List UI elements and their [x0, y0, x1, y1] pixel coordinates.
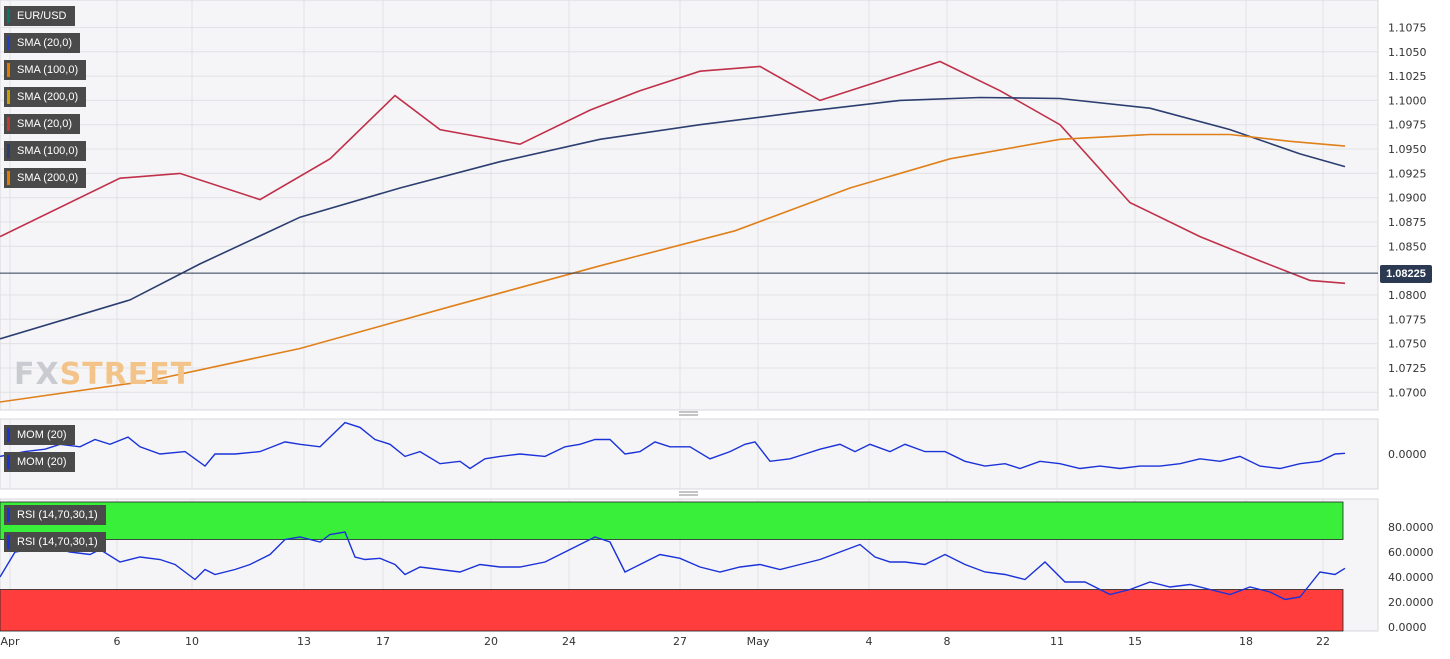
- y-tick-label: 1.0925: [1388, 167, 1427, 180]
- legend-color-swatch: [7, 428, 10, 442]
- y-tick-label: 1.0875: [1388, 216, 1427, 229]
- legend-label: RSI (14,70,30,1): [17, 536, 98, 548]
- y-tick-label: 1.1050: [1388, 46, 1427, 59]
- y-tick-label: 1.0725: [1388, 362, 1427, 375]
- legend-color-swatch: [7, 144, 10, 158]
- y-axis-ticks: 1.1075 1.1050 1.1025 1.1000 1.0975 1.0950 1.09…: [1388, 21, 1434, 634]
- x-tick-label: 22: [1316, 635, 1330, 648]
- rsi-overbought-zone: [0, 501, 1344, 540]
- y-tick-label: 1.0950: [1388, 143, 1427, 156]
- y-tick-label: 1.1075: [1388, 21, 1427, 34]
- panel-resize-handle[interactable]: [679, 411, 698, 416]
- legend-label: SMA (100,0): [17, 64, 79, 76]
- y-tick-label: 1.0700: [1388, 386, 1427, 399]
- legend-label: SMA (200,0): [17, 91, 79, 103]
- legend-color-swatch: [7, 117, 10, 131]
- y-tick-label: 1.0775: [1388, 313, 1427, 326]
- panel-resize-handle[interactable]: [679, 491, 698, 496]
- legend-label: SMA (20,0): [17, 118, 73, 130]
- x-tick-label: 20: [484, 635, 498, 648]
- mom-series-line: [0, 421, 1346, 470]
- mom-y-tick-label: 0.0000: [1388, 448, 1427, 461]
- legend-item[interactable]: SMA (20,0): [4, 114, 81, 134]
- rsi-zones: [0, 501, 1344, 632]
- x-tick-label: 17: [376, 635, 390, 648]
- x-tick-label: 8: [944, 635, 951, 648]
- legend-label: SMA (20,0): [17, 37, 73, 49]
- y-tick-label: 1.0975: [1388, 119, 1427, 132]
- y-tick-label: 1.0800: [1388, 289, 1427, 302]
- legend-item[interactable]: SMA (100,0): [4, 60, 87, 80]
- rsi-series-line: [0, 531, 1346, 601]
- y-tick-label: 1.0850: [1388, 240, 1427, 253]
- sma-series-line: [0, 96, 1346, 340]
- legend-item[interactable]: RSI (14,70,30,1): [4, 505, 106, 525]
- legend-label: SMA (200,0): [17, 172, 79, 184]
- legend-label: SMA (100,0): [17, 145, 79, 157]
- x-tick-label: 27: [673, 635, 687, 648]
- rsi-y-tick-label: 0.0000: [1388, 621, 1427, 634]
- legend-color-swatch: [7, 63, 10, 77]
- legend-item[interactable]: EUR/USD: [4, 6, 75, 26]
- legend-item[interactable]: SMA (200,0): [4, 87, 87, 107]
- grid-lines: [0, 0, 1378, 631]
- sma-lines: [0, 60, 1346, 403]
- legend-item[interactable]: SMA (20,0): [4, 33, 81, 53]
- y-tick-label: 1.0900: [1388, 192, 1427, 205]
- sma-series-line: [0, 60, 1346, 285]
- x-tick-label: 13: [297, 635, 311, 648]
- x-axis-ticks: Apr 6 10 13 17 20 24 27 May 4 8 11 15 18 22: [0, 635, 1330, 648]
- x-tick-label: 15: [1128, 635, 1142, 648]
- legend-item[interactable]: SMA (200,0): [4, 168, 87, 188]
- legend-color-swatch: [7, 171, 10, 185]
- legend-item[interactable]: RSI (14,70,30,1): [4, 532, 106, 552]
- legend-color-swatch: [7, 455, 10, 469]
- legend-label: MOM (20): [17, 456, 67, 468]
- legend-label: MOM (20): [17, 429, 67, 441]
- x-tick-label: 18: [1239, 635, 1253, 648]
- rsi-y-tick-label: 40.0000: [1388, 571, 1434, 584]
- x-tick-label: 10: [185, 635, 199, 648]
- y-tick-label: 1.0750: [1388, 338, 1427, 351]
- x-tick-label: 6: [114, 635, 121, 648]
- main-panel-bg: [0, 0, 1379, 411]
- rsi-y-tick-label: 80.0000: [1388, 521, 1434, 534]
- last-price-tag: 1.08225: [1380, 265, 1432, 283]
- rsi-y-tick-label: 20.0000: [1388, 596, 1434, 609]
- x-tick-label: Apr: [0, 635, 20, 648]
- legend-color-swatch: [7, 535, 10, 549]
- y-tick-label: 1.1025: [1388, 70, 1427, 83]
- legend-color-swatch: [7, 9, 10, 23]
- x-tick-label: 4: [866, 635, 873, 648]
- y-tick-label: 1.1000: [1388, 94, 1427, 107]
- rsi-line-group: [0, 531, 1346, 601]
- mom-line-group: [0, 421, 1346, 470]
- legend-color-swatch: [7, 90, 10, 104]
- x-tick-label: May: [747, 635, 770, 648]
- rsi-y-tick-label: 60.0000: [1388, 546, 1434, 559]
- mom-panel-bg: [0, 418, 1379, 490]
- legend-label: RSI (14,70,30,1): [17, 509, 98, 521]
- legend-label: EUR/USD: [17, 10, 67, 22]
- fxstreet-logo: FXSTREET: [14, 357, 193, 392]
- legend-color-swatch: [7, 508, 10, 522]
- rsi-oversold-zone: [0, 589, 1344, 632]
- x-tick-label: 11: [1050, 635, 1064, 648]
- legend-item[interactable]: SMA (100,0): [4, 141, 87, 161]
- sma-series-line: [0, 133, 1346, 403]
- legend-item[interactable]: MOM (20): [4, 452, 75, 472]
- legend-item[interactable]: MOM (20): [4, 425, 75, 445]
- legend-color-swatch: [7, 36, 10, 50]
- x-tick-label: 24: [562, 635, 576, 648]
